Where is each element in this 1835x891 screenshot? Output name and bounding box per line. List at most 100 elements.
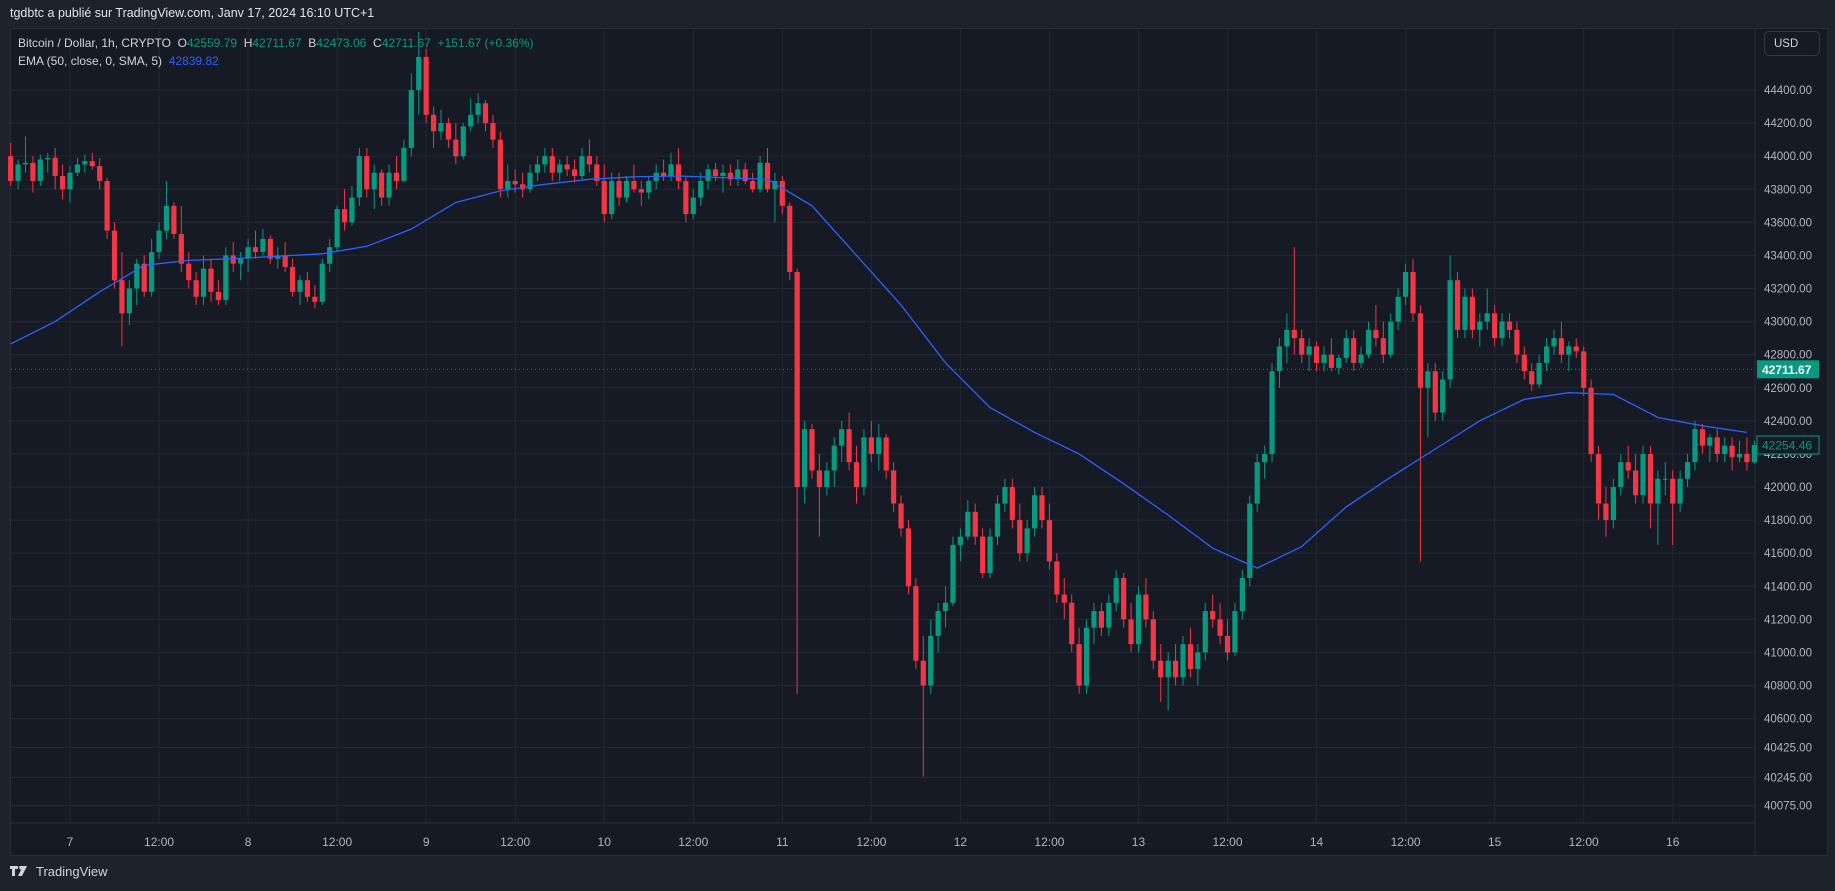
candle-body-down[interactable] (208, 268, 214, 292)
candle-body-down[interactable] (1380, 338, 1386, 355)
candle-body-down[interactable] (1417, 313, 1424, 388)
candle-body-up[interactable] (1388, 321, 1394, 355)
candle-body-up[interactable] (557, 164, 563, 173)
candle-body-up[interactable] (1195, 652, 1201, 669)
candle-body-down[interactable] (430, 114, 437, 132)
candle-body-down[interactable] (1046, 520, 1053, 562)
candle-body-down[interactable] (972, 511, 978, 537)
candle-body-up[interactable] (356, 156, 362, 198)
candle-body-up[interactable] (735, 169, 741, 180)
candle-body-down[interactable] (1647, 453, 1654, 504)
candle-body-down[interactable] (1514, 329, 1520, 355)
candle-body-down[interactable] (571, 169, 578, 177)
candle-body-down[interactable] (883, 437, 889, 471)
candle-body-up[interactable] (801, 429, 808, 488)
candle-body-down[interactable] (1143, 594, 1149, 620)
candle-body-up[interactable] (994, 503, 1001, 537)
candle-body-down[interactable] (1039, 495, 1045, 521)
candle-body-down[interactable] (905, 528, 912, 587)
candle-body-up[interactable] (965, 511, 971, 537)
candle-body-up[interactable] (1343, 338, 1349, 358)
candle-body-down[interactable] (312, 296, 318, 302)
candle-body-down[interactable] (1699, 429, 1705, 446)
candle-body-down[interactable] (1410, 271, 1416, 314)
candle-body-down[interactable] (215, 291, 221, 301)
candle-body-down[interactable] (727, 172, 733, 180)
candle-body-down[interactable] (1744, 453, 1750, 463)
candle-body-down[interactable] (497, 139, 503, 190)
candle-body-up[interactable] (1440, 379, 1446, 413)
candle-body-up[interactable] (1239, 577, 1245, 612)
candle-body-up[interactable] (623, 180, 630, 198)
candle-body-up[interactable] (401, 147, 407, 181)
candle-body-up[interactable] (134, 263, 140, 289)
candle-body-up[interactable] (1484, 313, 1490, 322)
candle-body-up[interactable] (238, 258, 244, 264)
candle-body-up[interactable] (1677, 478, 1683, 504)
candle-body-up[interactable] (37, 159, 43, 181)
candle-body-down[interactable] (445, 123, 452, 140)
candle-body-up[interactable] (928, 635, 934, 686)
candle-body-up[interactable] (839, 429, 845, 446)
candle-body-down[interactable] (549, 156, 555, 173)
candle-body-down[interactable] (1150, 619, 1156, 661)
candle-body-down[interactable] (913, 586, 919, 661)
candle-body-down[interactable] (341, 209, 348, 223)
candle-body-down[interactable] (1351, 338, 1357, 363)
candle-body-up[interactable] (1336, 357, 1342, 368)
candle-body-up[interactable] (1306, 346, 1312, 355)
candle-body-up[interactable] (1610, 487, 1616, 521)
candle-body-down[interactable] (1121, 577, 1127, 620)
candle-body-down[interactable] (1098, 611, 1104, 628)
candle-body-down[interactable] (1172, 660, 1179, 678)
candle-body-down[interactable] (1506, 321, 1513, 330)
candle-body-up[interactable] (67, 172, 73, 190)
candle-body-down[interactable] (1313, 346, 1320, 363)
candle-body-up[interactable] (408, 90, 414, 148)
candle-body-up[interactable] (1736, 453, 1743, 458)
candle-body-up[interactable] (297, 280, 303, 292)
candle-body-down[interactable] (171, 205, 177, 234)
candle-body-up[interactable] (386, 172, 392, 198)
candle-body-down[interactable] (59, 176, 66, 190)
candle-body-up[interactable] (149, 252, 155, 292)
candle-body-up[interactable] (942, 602, 949, 612)
candle-body-up[interactable] (1692, 429, 1698, 463)
symbol-name[interactable]: Bitcoin / Dollar, 1h, CRYPTO (18, 36, 171, 50)
candle-body-down[interactable] (97, 166, 103, 181)
candle-body-up[interactable] (1083, 627, 1090, 686)
candle-body-down[interactable] (1633, 470, 1639, 496)
candle-body-down[interactable] (586, 156, 592, 165)
candle-body-up[interactable] (831, 445, 837, 471)
candle-body-up[interactable] (534, 164, 541, 173)
candle-body-up[interactable] (690, 197, 696, 215)
candle-body-up[interactable] (950, 544, 956, 603)
candle-body-up[interactable] (720, 172, 726, 177)
candle-body-up[interactable] (1269, 371, 1275, 454)
candle-body-up[interactable] (1091, 611, 1097, 628)
candle-body-up[interactable] (1247, 503, 1253, 578)
candle-body-down[interactable] (186, 263, 192, 281)
candle-body-up[interactable] (334, 209, 340, 248)
candle-body-down[interactable] (1158, 660, 1164, 678)
candle-body-up[interactable] (22, 162, 29, 165)
candle-body-up[interactable] (1276, 346, 1283, 372)
candle-body-down[interactable] (1454, 280, 1461, 330)
candle-body-up[interactable] (987, 536, 993, 574)
candle-body-up[interactable] (223, 255, 229, 301)
candle-body-down[interactable] (1714, 437, 1720, 454)
candle-body-up[interactable] (579, 156, 585, 177)
candle-body-up[interactable] (1202, 611, 1208, 653)
candle-body-up[interactable] (1135, 594, 1142, 645)
candle-body-up[interactable] (1024, 528, 1030, 554)
candle-body-down[interactable] (1299, 338, 1305, 355)
currency-button[interactable]: USD (1764, 31, 1820, 56)
candle-body-down[interactable] (490, 123, 496, 140)
candle-body-up[interactable] (1447, 280, 1453, 380)
candle-body-up[interactable] (82, 161, 88, 165)
candle-body-down[interactable] (742, 169, 748, 181)
candle-body-down[interactable] (1595, 453, 1602, 504)
candle-body-down[interactable] (1128, 619, 1134, 645)
candle-body-down[interactable] (89, 161, 95, 167)
candle-body-up[interactable] (609, 180, 615, 215)
